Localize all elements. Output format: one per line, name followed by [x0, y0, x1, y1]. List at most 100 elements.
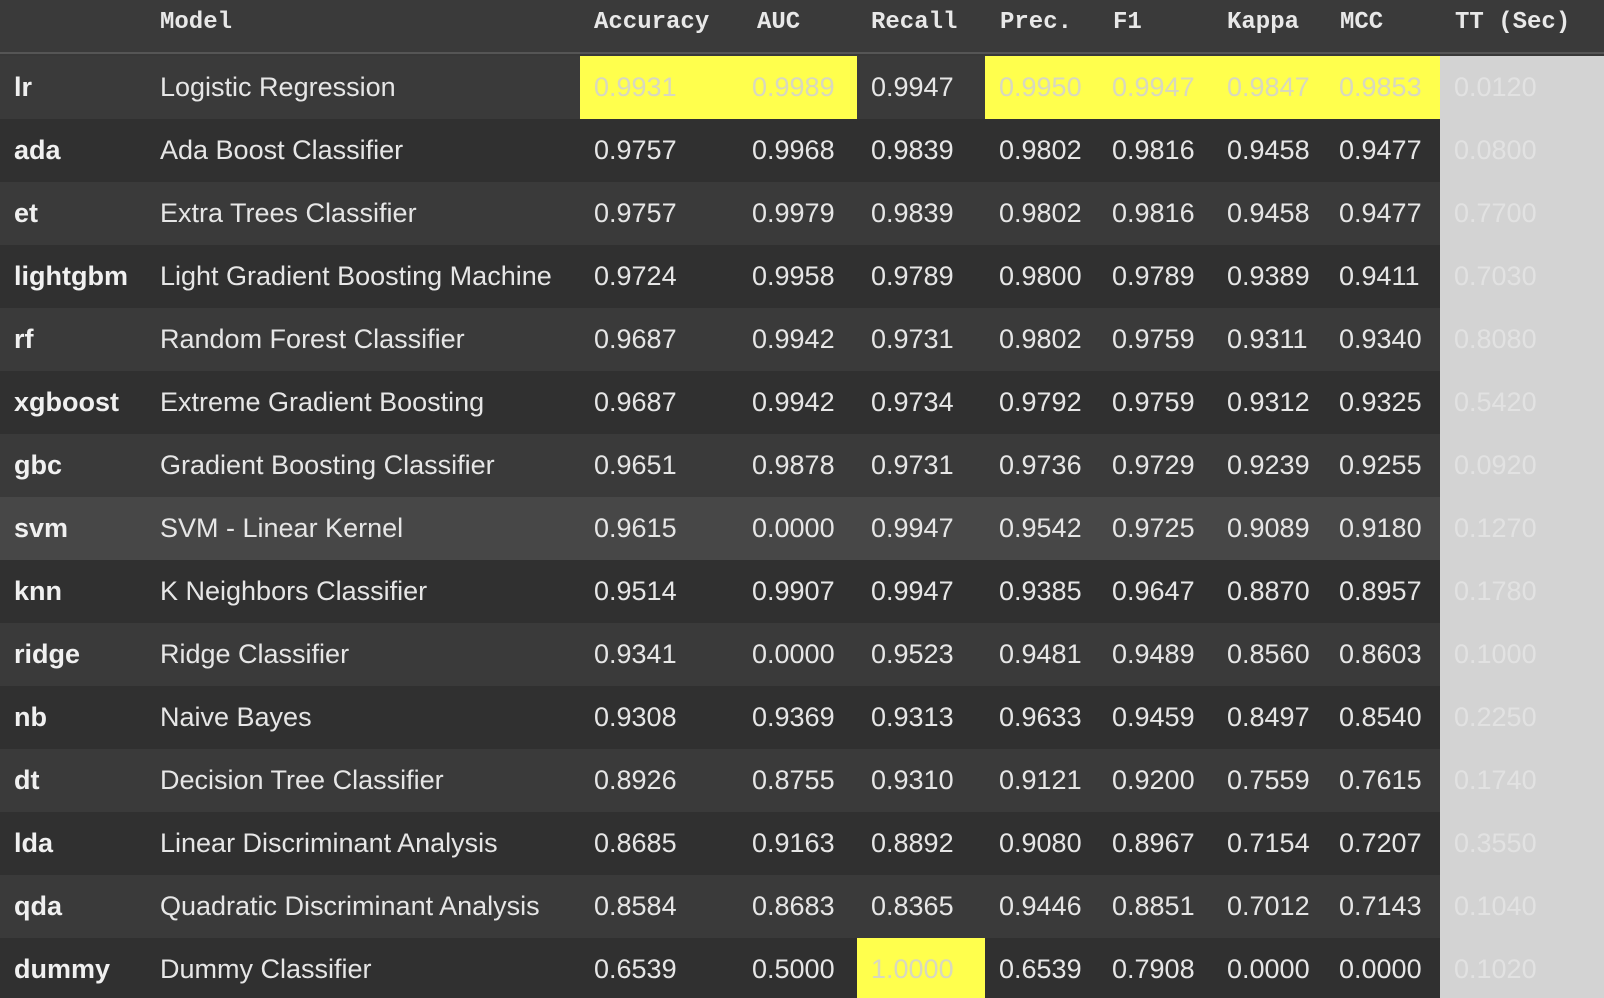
cell-f1: 0.9459: [1112, 702, 1195, 732]
cell-auc: 0.8755: [752, 765, 835, 795]
cell-prec: 0.9800: [999, 261, 1082, 291]
cell-mcc: 0.8540: [1339, 702, 1422, 732]
cell-id: lightgbm: [14, 261, 128, 291]
table-row: lr Logistic Regression 0.9931 0.9989 0.9947 0…: [0, 56, 1604, 119]
cell-id: svm: [14, 513, 69, 543]
cell-accuracy: 0.9687: [594, 387, 677, 417]
cell-mcc: 0.7143: [1339, 891, 1422, 921]
cell-accuracy: 0.9341: [594, 639, 677, 669]
cell-tt: 0.1780: [1440, 560, 1604, 623]
cell-model: Extreme Gradient Boosting: [160, 387, 485, 417]
cell-recall: 0.8365: [871, 891, 954, 921]
cell-tt: 0.1020: [1440, 938, 1604, 998]
cell-model: Dummy Classifier: [160, 954, 372, 984]
cell-model: Decision Tree Classifier: [160, 765, 444, 795]
cell-auc: 0.9163: [752, 828, 835, 858]
cell-kappa: 0.0000: [1227, 954, 1310, 984]
cell-auc: 0.9958: [752, 261, 835, 291]
cell-f1: 0.9729: [1112, 450, 1195, 480]
cell-mcc: 0.9340: [1339, 324, 1422, 354]
cell-recall: 0.9947: [871, 576, 954, 606]
cell-kappa: 0.9389: [1227, 261, 1310, 291]
cell-recall: 0.9734: [871, 387, 954, 417]
table-header: Model Accuracy AUC Recall Prec. F1 Kappa…: [0, 0, 1604, 54]
cell-recall: 0.9731: [871, 450, 954, 480]
cell-prec: 0.9802: [999, 135, 1082, 165]
cell-recall: 0.9731: [871, 324, 954, 354]
cell-auc: 0.9968: [752, 135, 835, 165]
cell-tt: 0.1740: [1440, 749, 1604, 812]
cell-prec: 0.9633: [999, 702, 1082, 732]
cell-recall: 0.9839: [871, 135, 954, 165]
cell-tt: 0.0920: [1440, 434, 1604, 497]
cell-mcc: 0.9255: [1339, 450, 1422, 480]
cell-recall: 1.0000: [857, 938, 985, 998]
cell-model: Logistic Regression: [160, 72, 396, 102]
cell-accuracy: 0.9651: [594, 450, 677, 480]
cell-prec: 0.9080: [999, 828, 1082, 858]
cell-kappa: 0.9311: [1227, 324, 1308, 354]
cell-tt: 0.3550: [1440, 812, 1604, 875]
table-row: lda Linear Discriminant Analysis 0.8685 0.9…: [0, 812, 1604, 875]
header-prec: Prec.: [1000, 9, 1073, 36]
cell-kappa: 0.9312: [1227, 387, 1310, 417]
cell-prec: 0.9792: [999, 387, 1082, 417]
cell-tt: 0.8080: [1440, 308, 1604, 371]
cell-tt: 0.7700: [1440, 182, 1604, 245]
cell-prec: 0.9542: [999, 513, 1082, 543]
cell-prec: 0.9950: [985, 56, 1098, 119]
cell-accuracy: 0.8926: [594, 765, 677, 795]
cell-auc: 0.9942: [752, 324, 835, 354]
cell-auc: 0.9979: [752, 198, 835, 228]
table-row: qda Quadratic Discriminant Analysis 0.8584…: [0, 875, 1604, 938]
cell-accuracy: 0.9514: [594, 576, 677, 606]
table-row: lightgbm Light Gradient Boosting Machine 0…: [0, 245, 1604, 308]
cell-f1: 0.9816: [1112, 198, 1195, 228]
cell-kappa: 0.8560: [1227, 639, 1310, 669]
cell-mcc: 0.8603: [1339, 639, 1422, 669]
cell-accuracy: 0.9757: [594, 198, 677, 228]
cell-model: K Neighbors Classifier: [160, 576, 428, 606]
header-auc: AUC: [757, 9, 801, 36]
cell-prec: 0.9121: [999, 765, 1082, 795]
table-row: svm SVM - Linear Kernel 0.9615 0.0000 0.9947…: [0, 497, 1604, 560]
cell-tt: 0.0800: [1440, 119, 1604, 182]
cell-accuracy: 0.9687: [594, 324, 677, 354]
cell-prec: 0.6539: [999, 954, 1082, 984]
cell-mcc: 0.9325: [1339, 387, 1422, 417]
cell-auc: 0.9907: [752, 576, 835, 606]
cell-mcc: 0.9477: [1339, 135, 1422, 165]
cell-kappa: 0.7559: [1227, 765, 1310, 795]
cell-kappa: 0.9458: [1227, 135, 1310, 165]
cell-prec: 0.9802: [999, 198, 1082, 228]
cell-kappa: 0.9847: [1213, 56, 1325, 119]
table-row: xgboost Extreme Gradient Boosting 0.9687 0.…: [0, 371, 1604, 434]
cell-id: lr: [14, 72, 33, 102]
cell-accuracy: 0.9931: [580, 56, 738, 119]
table-row: ada Ada Boost Classifier 0.9757 0.9968 0.983…: [0, 119, 1604, 182]
cell-id: gbc: [14, 450, 63, 480]
cell-recall: 0.8892: [871, 828, 954, 858]
cell-accuracy: 0.9615: [594, 513, 677, 543]
cell-tt: 0.1040: [1440, 875, 1604, 938]
cell-id: ada: [14, 135, 61, 165]
cell-model: Gradient Boosting Classifier: [160, 450, 495, 480]
cell-f1: 0.9725: [1112, 513, 1195, 543]
cell-kappa: 0.9089: [1227, 513, 1310, 543]
header-kappa: Kappa: [1227, 9, 1300, 36]
cell-id: ridge: [14, 639, 81, 669]
cell-kappa: 0.9458: [1227, 198, 1310, 228]
cell-accuracy: 0.9308: [594, 702, 677, 732]
cell-tt: 0.7030: [1440, 245, 1604, 308]
table-row: rf Random Forest Classifier 0.9687 0.9942 0.…: [0, 308, 1604, 371]
table-row: ridge Ridge Classifier 0.9341 0.0000 0.9523 0…: [0, 623, 1604, 686]
cell-auc: 0.9989: [738, 56, 857, 119]
table-row: dt Decision Tree Classifier 0.8926 0.8755 0.…: [0, 749, 1604, 812]
cell-model: Naive Bayes: [160, 702, 312, 732]
header-tt: TT (Sec): [1455, 9, 1571, 36]
header-f1: F1: [1113, 9, 1142, 36]
cell-kappa: 0.7154: [1227, 828, 1310, 858]
table-row: knn K Neighbors Classifier 0.9514 0.9907 0.9…: [0, 560, 1604, 623]
cell-mcc: 0.9477: [1339, 198, 1422, 228]
